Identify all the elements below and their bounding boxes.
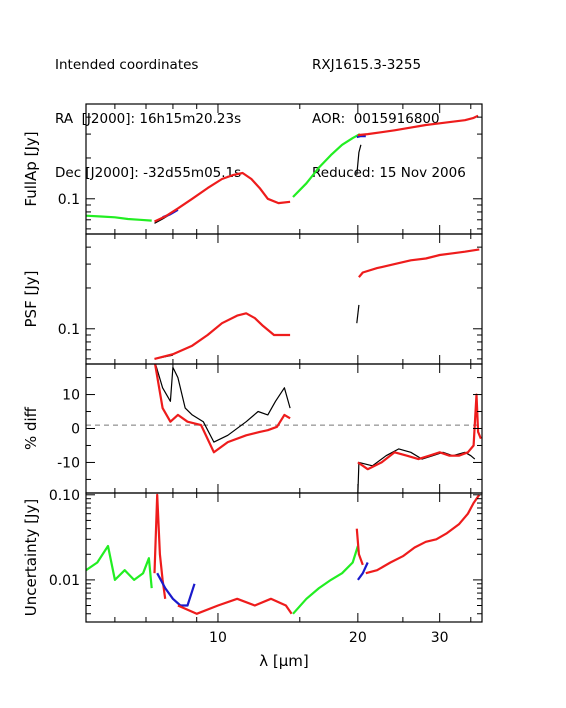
series-group (154, 248, 480, 360)
series-red-line (153, 364, 291, 454)
y-tick-label: 0 (71, 422, 80, 438)
series-red-line (358, 248, 480, 278)
panel-pctdiff: 10 0 -10 % diff (22, 363, 483, 494)
series-red-line (154, 312, 291, 360)
panel-frame (85, 103, 483, 235)
series-blue-line (356, 135, 366, 139)
header-reduced-date: Reduced: 15 Nov 2006 (312, 165, 466, 181)
header-left: Intended coordinates RA [J2000]: 16h15m2… (55, 20, 241, 200)
header-right: RXJ1615.3-3255 AOR: 0015916800 Reduced: … (312, 20, 466, 200)
y-tick-label: 10 (62, 388, 80, 404)
series-group (153, 364, 482, 493)
y-axis-label: PSF [Jy] (22, 271, 40, 328)
series-red-line (357, 114, 479, 137)
header-aor: AOR: 0015916800 (312, 111, 440, 127)
series-green-line (292, 133, 361, 198)
y-tick-label: 0.1 (58, 192, 80, 208)
header-ra: RA [J2000]: 16h15m20.23s (55, 111, 242, 127)
series-red-line (177, 597, 293, 615)
series-green-line (292, 545, 359, 615)
series-blue-line (156, 572, 196, 607)
series-red-line (365, 494, 481, 575)
x-tick-label: 30 (431, 630, 449, 646)
series-red-line (154, 171, 291, 223)
series-green-line (86, 544, 153, 589)
x-axis-label: λ [μm] (259, 652, 309, 670)
panel-uncertainty: 0.10 0.01 10 20 30 λ [μm] Uncertainty [Jy] (22, 488, 483, 670)
panel-frame (85, 363, 483, 494)
y-tick-label: -10 (57, 455, 80, 471)
series-group (86, 114, 479, 224)
x-tick-label: 20 (349, 630, 367, 646)
y-tick-label: 0.01 (49, 573, 80, 589)
series-black-line (154, 364, 291, 443)
panel-frame (85, 492, 483, 623)
panel-fullap: 0.1 FullAp [Jy] (22, 103, 483, 235)
header-dec: Dec [J2000]: -32d55m05.1s (55, 165, 242, 181)
y-axis-label: FullAp [Jy] (22, 131, 40, 206)
y-tick-label: 0.1 (58, 322, 80, 338)
y-axis-label: % diff (22, 406, 40, 450)
y-axis-label: Uncertainty [Jy] (22, 499, 40, 616)
series-black-line (356, 144, 362, 175)
series-red-line (355, 528, 364, 566)
panel-frame (85, 233, 483, 365)
series-blue-line (357, 562, 369, 581)
header-intended-coordinates: Intended coordinates (55, 57, 199, 73)
series-red-line (357, 393, 482, 471)
panel-psf: 0.1 PSF [Jy] (22, 233, 483, 365)
series-black-line (356, 304, 360, 324)
x-tick-label: 10 (209, 630, 227, 646)
series-group (86, 493, 481, 615)
y-tick-label: 0.10 (49, 488, 80, 504)
header-target-name: RXJ1615.3-3255 (312, 57, 422, 73)
series-green-line (86, 214, 152, 222)
